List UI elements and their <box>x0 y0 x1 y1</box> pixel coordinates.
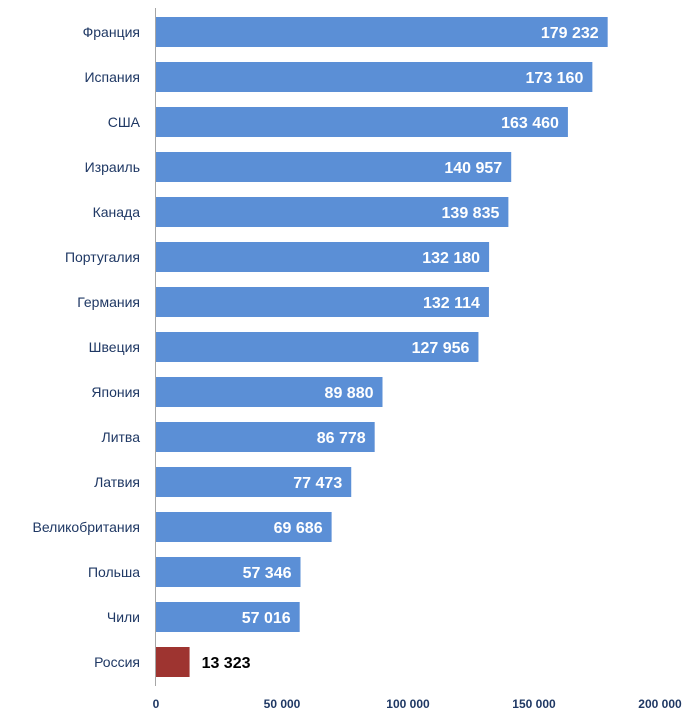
value-labels: 179 232 173 160 163 460 140 957 139 835 132 1… <box>202 25 599 672</box>
bar-6 <box>156 287 489 317</box>
value-label: 163 460 <box>501 115 559 132</box>
bar-7 <box>156 332 479 362</box>
bar-4 <box>156 197 509 227</box>
category-label: Португалия <box>65 249 140 265</box>
value-label: 139 835 <box>442 205 500 222</box>
value-label: 69 686 <box>274 520 323 537</box>
x-tick-label: 150 000 <box>512 697 556 711</box>
value-label: 57 346 <box>243 565 292 582</box>
x-tick-label: 100 000 <box>386 697 430 711</box>
value-label: 173 160 <box>526 70 584 87</box>
category-label: Литва <box>102 429 141 445</box>
bar-8 <box>156 377 383 407</box>
category-label: Великобритания <box>32 519 140 535</box>
bar-1 <box>156 62 593 92</box>
category-label: Израиль <box>85 159 140 175</box>
value-label: 127 956 <box>412 340 470 357</box>
x-tick-label: 50 000 <box>264 697 301 711</box>
bar-10 <box>156 467 352 497</box>
bar-3 <box>156 152 512 182</box>
bar-13 <box>156 602 300 632</box>
bar-11 <box>156 512 332 542</box>
bars <box>156 17 608 677</box>
value-label: 77 473 <box>293 475 342 492</box>
bar-9 <box>156 422 375 452</box>
category-label: Чили <box>107 609 140 625</box>
value-label: 13 323 <box>202 655 251 672</box>
bar-14 <box>156 647 190 677</box>
value-label: 89 880 <box>325 385 374 402</box>
value-label: 86 778 <box>317 430 366 447</box>
category-label: Германия <box>77 294 140 310</box>
category-label: Польша <box>88 564 140 580</box>
category-label: Швеция <box>89 339 140 355</box>
category-label: Франция <box>83 24 140 40</box>
x-axis: 0 50 000 100 000 150 000 200 000 <box>153 697 682 711</box>
bar-0 <box>156 17 608 47</box>
value-label: 140 957 <box>444 160 502 177</box>
category-label: Канада <box>93 204 141 220</box>
bar-12 <box>156 557 301 587</box>
bar-5 <box>156 242 490 272</box>
category-labels: Франция Испания США Израиль Канада Португалия… <box>32 24 140 670</box>
bar-2 <box>156 107 568 137</box>
value-label: 132 114 <box>423 295 480 312</box>
x-tick-label: 200 000 <box>638 697 682 711</box>
category-label: Латвия <box>94 474 140 490</box>
category-label: Испания <box>84 69 140 85</box>
value-label: 132 180 <box>422 250 480 267</box>
x-tick-label: 0 <box>153 697 160 711</box>
category-label: Россия <box>94 654 140 670</box>
value-label: 179 232 <box>541 25 599 42</box>
category-label: Япония <box>91 384 140 400</box>
category-label: США <box>108 114 141 130</box>
value-label: 57 016 <box>242 610 291 627</box>
